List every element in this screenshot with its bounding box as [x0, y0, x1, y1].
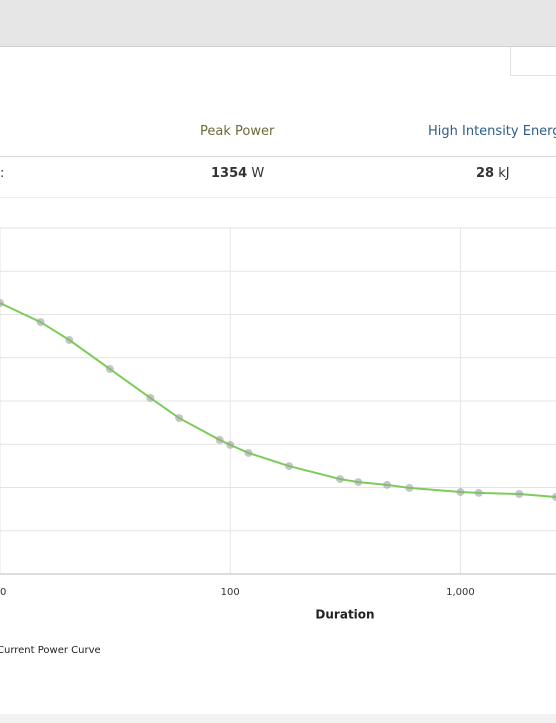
bottom-bar [0, 714, 556, 723]
stat-unit: W [251, 166, 265, 181]
data-point [65, 336, 74, 345]
column-header: High Intensity Energy [428, 124, 556, 139]
data-point [226, 440, 235, 449]
data-point [552, 493, 556, 502]
control-box[interactable] [510, 47, 556, 76]
stat: 28 kJ [476, 166, 510, 181]
divider [0, 156, 556, 157]
data-point [515, 489, 524, 498]
column-header: Peak Power [200, 124, 275, 139]
data-point [336, 475, 345, 484]
power-curve [0, 302, 556, 499]
x-tick-label: 10 [0, 587, 6, 598]
x-axis-label: Duration [315, 608, 374, 622]
stat-unit: kJ [498, 166, 510, 181]
data-point [456, 488, 465, 497]
data-point [146, 393, 155, 402]
data-point [175, 414, 184, 423]
data-point [285, 462, 294, 471]
divider [0, 197, 556, 198]
data-point [354, 478, 363, 487]
data-point [215, 435, 224, 444]
legend-label: Current Power Curve [0, 645, 101, 656]
data-point [0, 299, 4, 308]
top-bar [0, 0, 556, 47]
stat-value: 1354 [211, 166, 248, 181]
data-point [405, 483, 414, 492]
stat: 1354 W [211, 166, 264, 181]
row-label: : [0, 166, 5, 181]
x-tick-label: 100 [221, 587, 240, 598]
data-point [244, 448, 253, 457]
data-point [474, 488, 483, 497]
stat-value: 28 [476, 166, 495, 181]
data-point [105, 364, 114, 373]
data-point [36, 318, 45, 327]
data-point [383, 480, 392, 489]
x-tick-label: 1,000 [446, 587, 475, 598]
